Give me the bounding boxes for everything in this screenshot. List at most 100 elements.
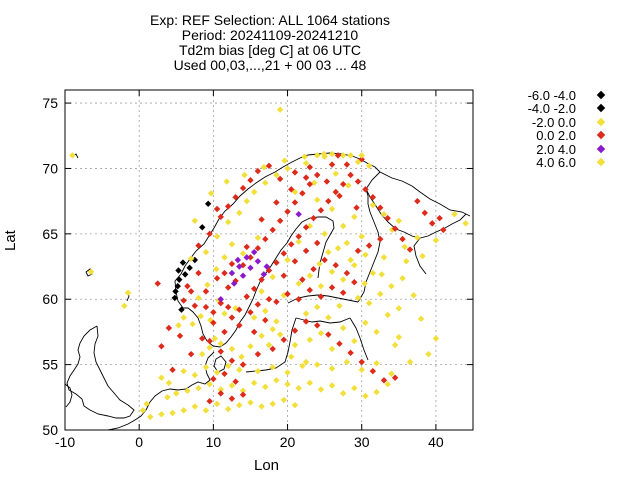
legend-marker: [596, 117, 606, 127]
data-point: [310, 265, 317, 273]
data-point: [189, 320, 196, 328]
data-point: [143, 400, 150, 408]
data-point: [223, 178, 230, 185]
data-point: [228, 345, 236, 353]
data-point: [314, 239, 321, 247]
data-point: [302, 358, 310, 366]
data-point: [325, 248, 332, 256]
data-point: [281, 157, 288, 164]
data-point: [247, 177, 254, 184]
data-point: [184, 282, 191, 290]
data-point: [225, 303, 232, 311]
x-tick-label: 10: [206, 434, 222, 450]
data-point: [384, 311, 391, 319]
data-points: [69, 106, 469, 421]
data-point: [288, 353, 295, 360]
data-point: [328, 284, 336, 291]
legend-label: 0.0 2.0: [536, 128, 576, 144]
data-point: [239, 272, 247, 279]
data-point: [239, 391, 247, 398]
data-point: [221, 370, 228, 377]
data-point: [228, 269, 236, 277]
data-point: [180, 367, 187, 375]
data-point: [332, 188, 339, 196]
data-point: [317, 293, 325, 300]
series-group: [314, 150, 365, 159]
data-point: [314, 303, 321, 311]
data-point: [217, 299, 224, 307]
data-point: [358, 358, 365, 366]
data-point: [228, 395, 236, 402]
data-point: [217, 386, 224, 393]
data-point: [221, 310, 228, 317]
data-point: [328, 345, 336, 353]
data-point: [236, 209, 243, 217]
data-point: [276, 331, 284, 338]
data-point: [339, 390, 347, 397]
data-point: [191, 403, 199, 410]
data-point: [186, 264, 193, 272]
data-point: [295, 296, 302, 303]
data-point: [391, 225, 399, 232]
data-point: [314, 322, 321, 329]
data-point: [353, 204, 360, 211]
data-point: [347, 256, 354, 264]
title-line-1: Exp: REF Selection: ALL 1064 stations: [150, 12, 390, 28]
data-point: [403, 258, 410, 265]
data-point: [147, 413, 154, 421]
data-point: [202, 303, 210, 311]
data-point: [195, 384, 202, 392]
data-point: [284, 381, 291, 388]
data-point: [217, 340, 224, 347]
coastline-map: [65, 152, 471, 430]
data-point: [206, 344, 213, 351]
data-point: [121, 302, 128, 309]
data-point: [432, 237, 440, 244]
data-point: [373, 328, 380, 336]
series-group: [172, 276, 183, 295]
data-point: [414, 197, 421, 205]
data-point: [234, 256, 242, 264]
data-point: [243, 197, 250, 205]
data-point: [247, 264, 254, 272]
data-point: [247, 309, 254, 316]
data-point: [301, 153, 308, 160]
data-point: [339, 289, 347, 296]
data-point: [325, 331, 332, 338]
data-point: [236, 263, 243, 270]
data-point: [210, 375, 217, 383]
data-point: [302, 160, 310, 167]
data-point: [139, 407, 147, 414]
data-point: [254, 167, 262, 175]
data-point: [306, 163, 313, 171]
data-point: [199, 224, 206, 231]
data-point: [302, 247, 310, 255]
data-point: [273, 318, 280, 325]
data-point: [343, 358, 351, 366]
data-point: [314, 152, 321, 159]
data-point: [269, 364, 276, 371]
data-point: [199, 335, 206, 342]
data-point: [320, 150, 328, 158]
data-point: [273, 377, 280, 384]
data-point: [206, 230, 213, 238]
data-point: [299, 190, 306, 197]
data-point: [323, 178, 331, 185]
data-point: [328, 365, 336, 372]
data-point: [202, 248, 210, 256]
data-point: [213, 369, 221, 376]
data-point: [247, 254, 254, 261]
data-point: [221, 269, 228, 277]
data-point: [395, 217, 403, 224]
data-point: [339, 324, 347, 332]
data-point: [250, 248, 258, 256]
data-point: [302, 174, 310, 181]
data-point: [288, 186, 295, 193]
x-tick-label: 40: [428, 434, 444, 450]
data-point: [262, 235, 269, 243]
data-point: [179, 259, 187, 266]
data-point: [317, 282, 325, 290]
data-point: [373, 388, 380, 396]
legend-label: 4.0 6.0: [536, 154, 576, 170]
data-point: [158, 411, 165, 418]
